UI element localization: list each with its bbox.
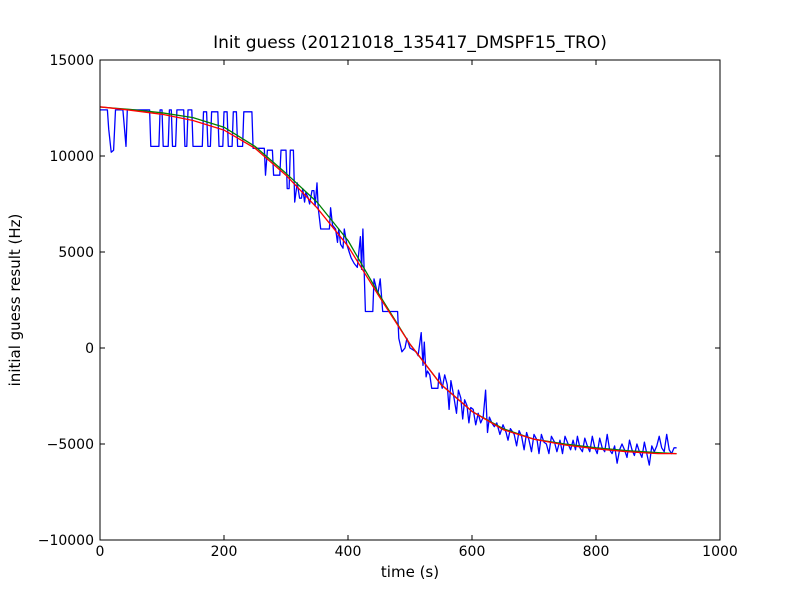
x-tick-label: 400 <box>335 544 362 560</box>
plot-frame <box>99 59 721 541</box>
series-line-3 <box>99 106 677 455</box>
chart-title: Init guess (20121018_135417_DMSPF15_TRO) <box>213 33 607 53</box>
y-tick-label: 15000 <box>49 53 94 69</box>
x-tick-label: 600 <box>459 544 486 560</box>
x-tick-label: 0 <box>96 544 105 560</box>
y-tick-label: −10000 <box>38 533 94 549</box>
y-tick-label: 0 <box>85 341 94 357</box>
y-tick-label: 10000 <box>49 149 94 165</box>
y-axis-label: initial guess result (Hz) <box>6 214 24 387</box>
series-layer <box>99 106 677 466</box>
x-tick-label: 1000 <box>702 544 738 560</box>
y-tick-label: −5000 <box>47 437 94 453</box>
x-tick-label: 200 <box>211 544 238 560</box>
y-tick-label: 5000 <box>58 245 94 261</box>
x-axis-label: time (s) <box>381 563 439 581</box>
tick-layer: 0 200 400 600 800 1000 −10000 −5000 0 5000 10000 15… <box>38 53 738 560</box>
x-tick-label: 800 <box>583 544 610 560</box>
